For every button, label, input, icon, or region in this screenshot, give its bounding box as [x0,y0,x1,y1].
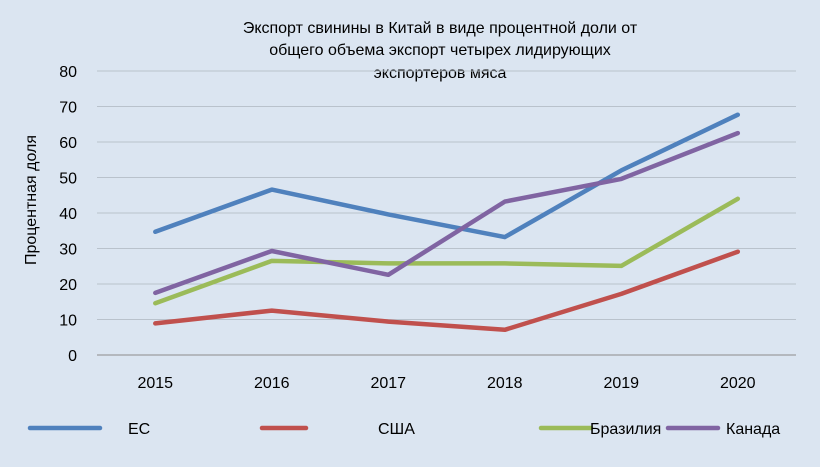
y-tick-label: 50 [59,171,77,188]
x-tick-label: 2017 [370,375,406,392]
y-tick-label: 20 [59,277,77,294]
chart-title-line-3: экспортеров мяса [374,65,507,82]
y-axis-label: Процентная доля [23,135,40,265]
series-line [153,112,741,240]
x-tick-label: 2015 [137,375,173,392]
x-tick-label: 2016 [254,375,290,392]
legend-label: Канада [726,421,780,438]
chart-title-line-1: Экспорт свинины в Китай в виде процентно… [243,20,638,37]
legend: ЕС США Бразилия Канада [27,421,780,438]
y-tick-label: 0 [68,348,77,365]
y-tick-label: 60 [59,135,77,152]
x-tick-label: 2018 [487,375,523,392]
y-tick-label: 40 [59,206,77,223]
y-tick-label: 30 [59,242,77,259]
x-tick-labels: 2015 2016 2017 2018 2019 2020 [137,375,755,392]
y-tick-label: 70 [59,100,77,117]
series-lines [153,112,741,333]
y-tick-label: 80 [59,64,77,81]
chart-title: Экспорт свинины в Китай в виде процентно… [243,20,638,82]
series-line [153,196,741,306]
series-line [153,249,741,333]
legend-label: США [378,421,415,438]
chart-title-line-2: общего объема экспорт четырех лидирующих [269,42,611,59]
x-tick-label: 2019 [603,375,639,392]
legend-label: ЕС [128,421,150,438]
x-tick-label: 2020 [720,375,756,392]
y-tick-labels: 0 10 20 30 40 50 60 70 80 [59,64,77,365]
legend-label: Бразилия [590,421,661,438]
y-tick-label: 10 [59,313,77,330]
series-line [153,130,741,296]
